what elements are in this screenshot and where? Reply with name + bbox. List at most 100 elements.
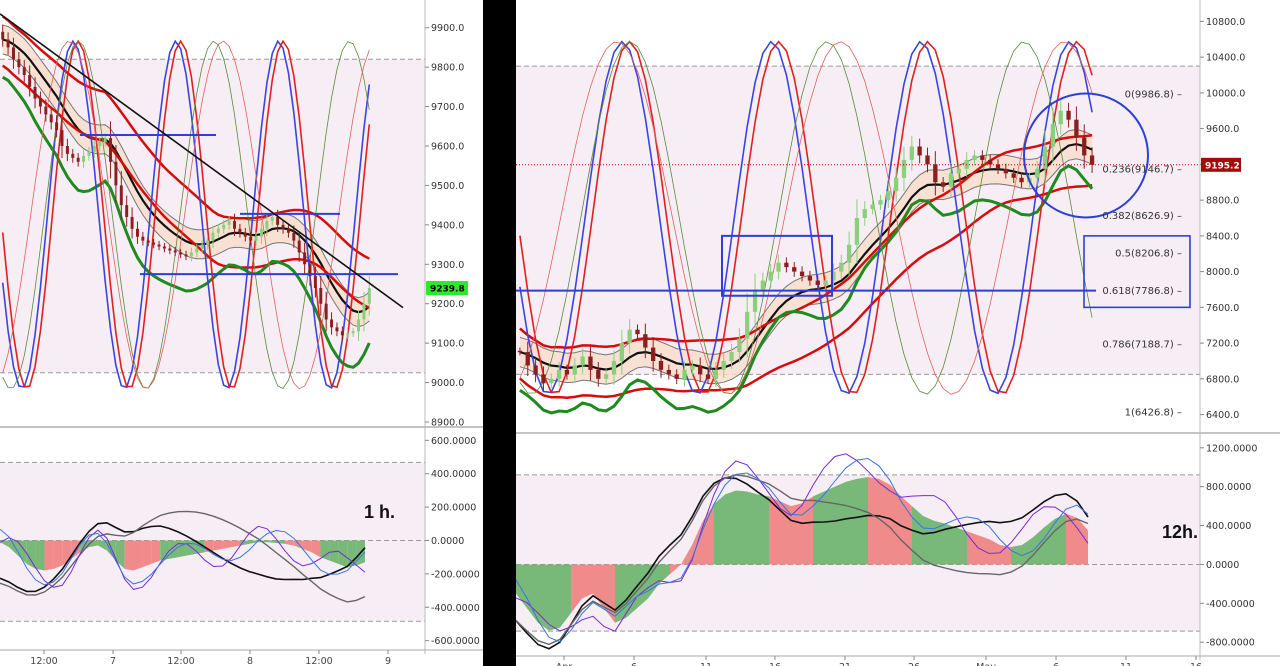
x-tick-label: 6 [631, 662, 637, 666]
osc-tick-label: 0.0000 [1206, 560, 1239, 571]
stoch-blue-line [519, 40, 1093, 395]
candle-body [1042, 146, 1048, 169]
candle-body [784, 262, 789, 268]
candle-body [588, 356, 593, 370]
bollinger-band-fill [2, 25, 370, 327]
candle-body [130, 216, 134, 229]
osc-tick-label: -600.0000 [431, 636, 480, 647]
trendline [0, 13, 404, 309]
candle-body [792, 267, 797, 272]
candle-body [933, 164, 938, 183]
candle-body [666, 369, 671, 375]
x-tick-label: 26 [908, 662, 920, 666]
candle-body [1050, 124, 1056, 147]
osc-purple-line [516, 453, 1089, 632]
osc-tick-label: 800.0000 [1206, 482, 1251, 493]
candle-body [17, 59, 21, 68]
candle-body [682, 369, 687, 379]
candle-body [313, 276, 317, 288]
candle-body [1082, 137, 1087, 156]
y-tick-label: 8800.0 [1206, 196, 1239, 207]
fib-level-label: 0.236(9146.7) – [1102, 165, 1182, 176]
histogram-area [769, 496, 780, 565]
candle-body [184, 254, 188, 257]
candle-body [972, 155, 977, 160]
thin-green-line [519, 41, 1093, 395]
candle-body [367, 288, 371, 304]
consolidation-box [721, 234, 833, 297]
candle-body [340, 331, 344, 336]
osc-tick-label: -400.0000 [1206, 599, 1255, 610]
x-tick-label: 21 [839, 662, 851, 666]
osc-tick-label: -800.0000 [1206, 638, 1255, 649]
candle-body [596, 369, 601, 379]
histogram-area [758, 494, 769, 565]
candle-body [745, 311, 750, 339]
candle-body [76, 157, 80, 162]
thin-red-line [2, 40, 370, 390]
histogram-area [151, 540, 161, 564]
candle-body [233, 220, 237, 229]
osc-tick-label: 1200.0000 [1206, 443, 1257, 454]
candle-body [556, 369, 562, 379]
current-price-badge [1201, 157, 1241, 172]
x-tick-label: 11 [1120, 662, 1132, 666]
x-tick-label: 8 [247, 656, 253, 666]
candle-body [980, 155, 985, 160]
chart-12h-panel: 0(9986.8) – 0.236(9146.7) – 0.382(8626.9) … [516, 0, 1280, 666]
candle-body [1058, 110, 1063, 125]
histogram-area [538, 564, 549, 631]
thin-red-line [519, 41, 1093, 395]
candle-body [674, 374, 679, 379]
histogram-area [681, 545, 692, 565]
candle-body [541, 374, 546, 384]
histogram-area [560, 564, 571, 628]
y-tick-label: 9600.0 [1206, 124, 1239, 135]
candle-body [956, 168, 961, 174]
y-tick-label: 6400.0 [1206, 410, 1239, 421]
osc-tick-label: 0.0000 [431, 536, 464, 547]
y-tick-label: 10000.0 [1206, 88, 1245, 99]
y-tick-label: 9400.0 [431, 220, 464, 231]
candle-body [189, 252, 193, 257]
y-tick-label: 9500.0 [431, 181, 464, 192]
ma-red-upper-line [519, 134, 1093, 349]
histogram-area [648, 564, 659, 599]
candle-body [658, 360, 664, 370]
y-tick-label: 9200.0 [431, 299, 464, 310]
candle-body [71, 153, 75, 158]
candle-body [917, 146, 922, 156]
candle-body [303, 252, 307, 265]
candle-body [87, 151, 91, 156]
y-tick-label: 10400.0 [1206, 53, 1245, 64]
osc-blue-line [0, 528, 366, 586]
candle-body [362, 303, 366, 320]
histogram-area [527, 564, 538, 623]
candle-body [870, 204, 875, 210]
candle-body [737, 338, 742, 353]
timeframe-label-1h: 1 h. [364, 502, 395, 522]
candle-body [713, 369, 719, 379]
candle-body [265, 220, 269, 229]
y-tick-label: 10800.0 [1206, 17, 1245, 28]
osc-purple-line [0, 525, 366, 590]
candle-body [103, 138, 107, 143]
y-tick-label: 9700.0 [431, 102, 464, 113]
candle-body [276, 216, 280, 225]
x-tick-label: 12:00 [305, 656, 332, 666]
y-tick-label: 9900.0 [431, 23, 464, 34]
signal-grey-line [0, 510, 366, 603]
candle-body [893, 177, 899, 192]
fib-level-label: 0.618(7786.8) – [1102, 286, 1182, 297]
histogram-area [213, 540, 223, 551]
osc-tick-label: -200.0000 [431, 569, 480, 580]
histogram-area [0, 540, 9, 548]
fib-level-label: 0.786(7188.7) – [1102, 340, 1182, 351]
histogram-area [615, 564, 626, 623]
x-tick-label: Apr [556, 662, 573, 666]
candle-body [768, 271, 773, 281]
histogram-area [8, 540, 18, 556]
fib-level-label: 0.382(8626.9) – [1102, 211, 1182, 222]
histogram-area [195, 540, 205, 554]
candle-body [222, 224, 226, 229]
